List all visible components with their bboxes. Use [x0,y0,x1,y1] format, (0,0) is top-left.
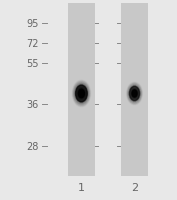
Ellipse shape [132,90,138,98]
Ellipse shape [132,90,137,98]
Ellipse shape [131,89,138,99]
FancyBboxPatch shape [121,4,148,176]
Ellipse shape [81,93,82,95]
Ellipse shape [77,87,86,101]
Ellipse shape [130,88,139,100]
Ellipse shape [133,92,136,96]
Ellipse shape [134,93,135,95]
Ellipse shape [75,85,88,103]
Ellipse shape [80,93,82,95]
Ellipse shape [74,84,89,104]
Ellipse shape [129,86,141,102]
Ellipse shape [79,90,84,97]
Ellipse shape [129,87,140,101]
Ellipse shape [76,86,87,102]
FancyBboxPatch shape [68,4,95,176]
Ellipse shape [78,89,85,99]
Text: 1: 1 [78,182,85,192]
Text: 72: 72 [26,39,39,49]
Text: 55: 55 [26,59,39,69]
Ellipse shape [79,90,84,98]
Text: 2: 2 [131,182,138,192]
Ellipse shape [130,87,139,101]
Ellipse shape [76,86,87,102]
Ellipse shape [132,91,137,97]
Ellipse shape [79,91,83,97]
Text: 28: 28 [27,141,39,151]
Ellipse shape [78,88,85,100]
Ellipse shape [77,88,86,100]
Text: 36: 36 [27,99,39,109]
Ellipse shape [133,92,136,96]
Ellipse shape [129,86,140,102]
Ellipse shape [80,92,83,96]
Ellipse shape [75,84,88,104]
Ellipse shape [128,85,141,103]
Ellipse shape [131,89,138,99]
Ellipse shape [79,90,84,98]
Ellipse shape [132,90,137,98]
Ellipse shape [74,83,89,105]
Text: 95: 95 [27,19,39,29]
Ellipse shape [129,87,140,101]
Ellipse shape [76,86,87,102]
Ellipse shape [134,93,135,95]
